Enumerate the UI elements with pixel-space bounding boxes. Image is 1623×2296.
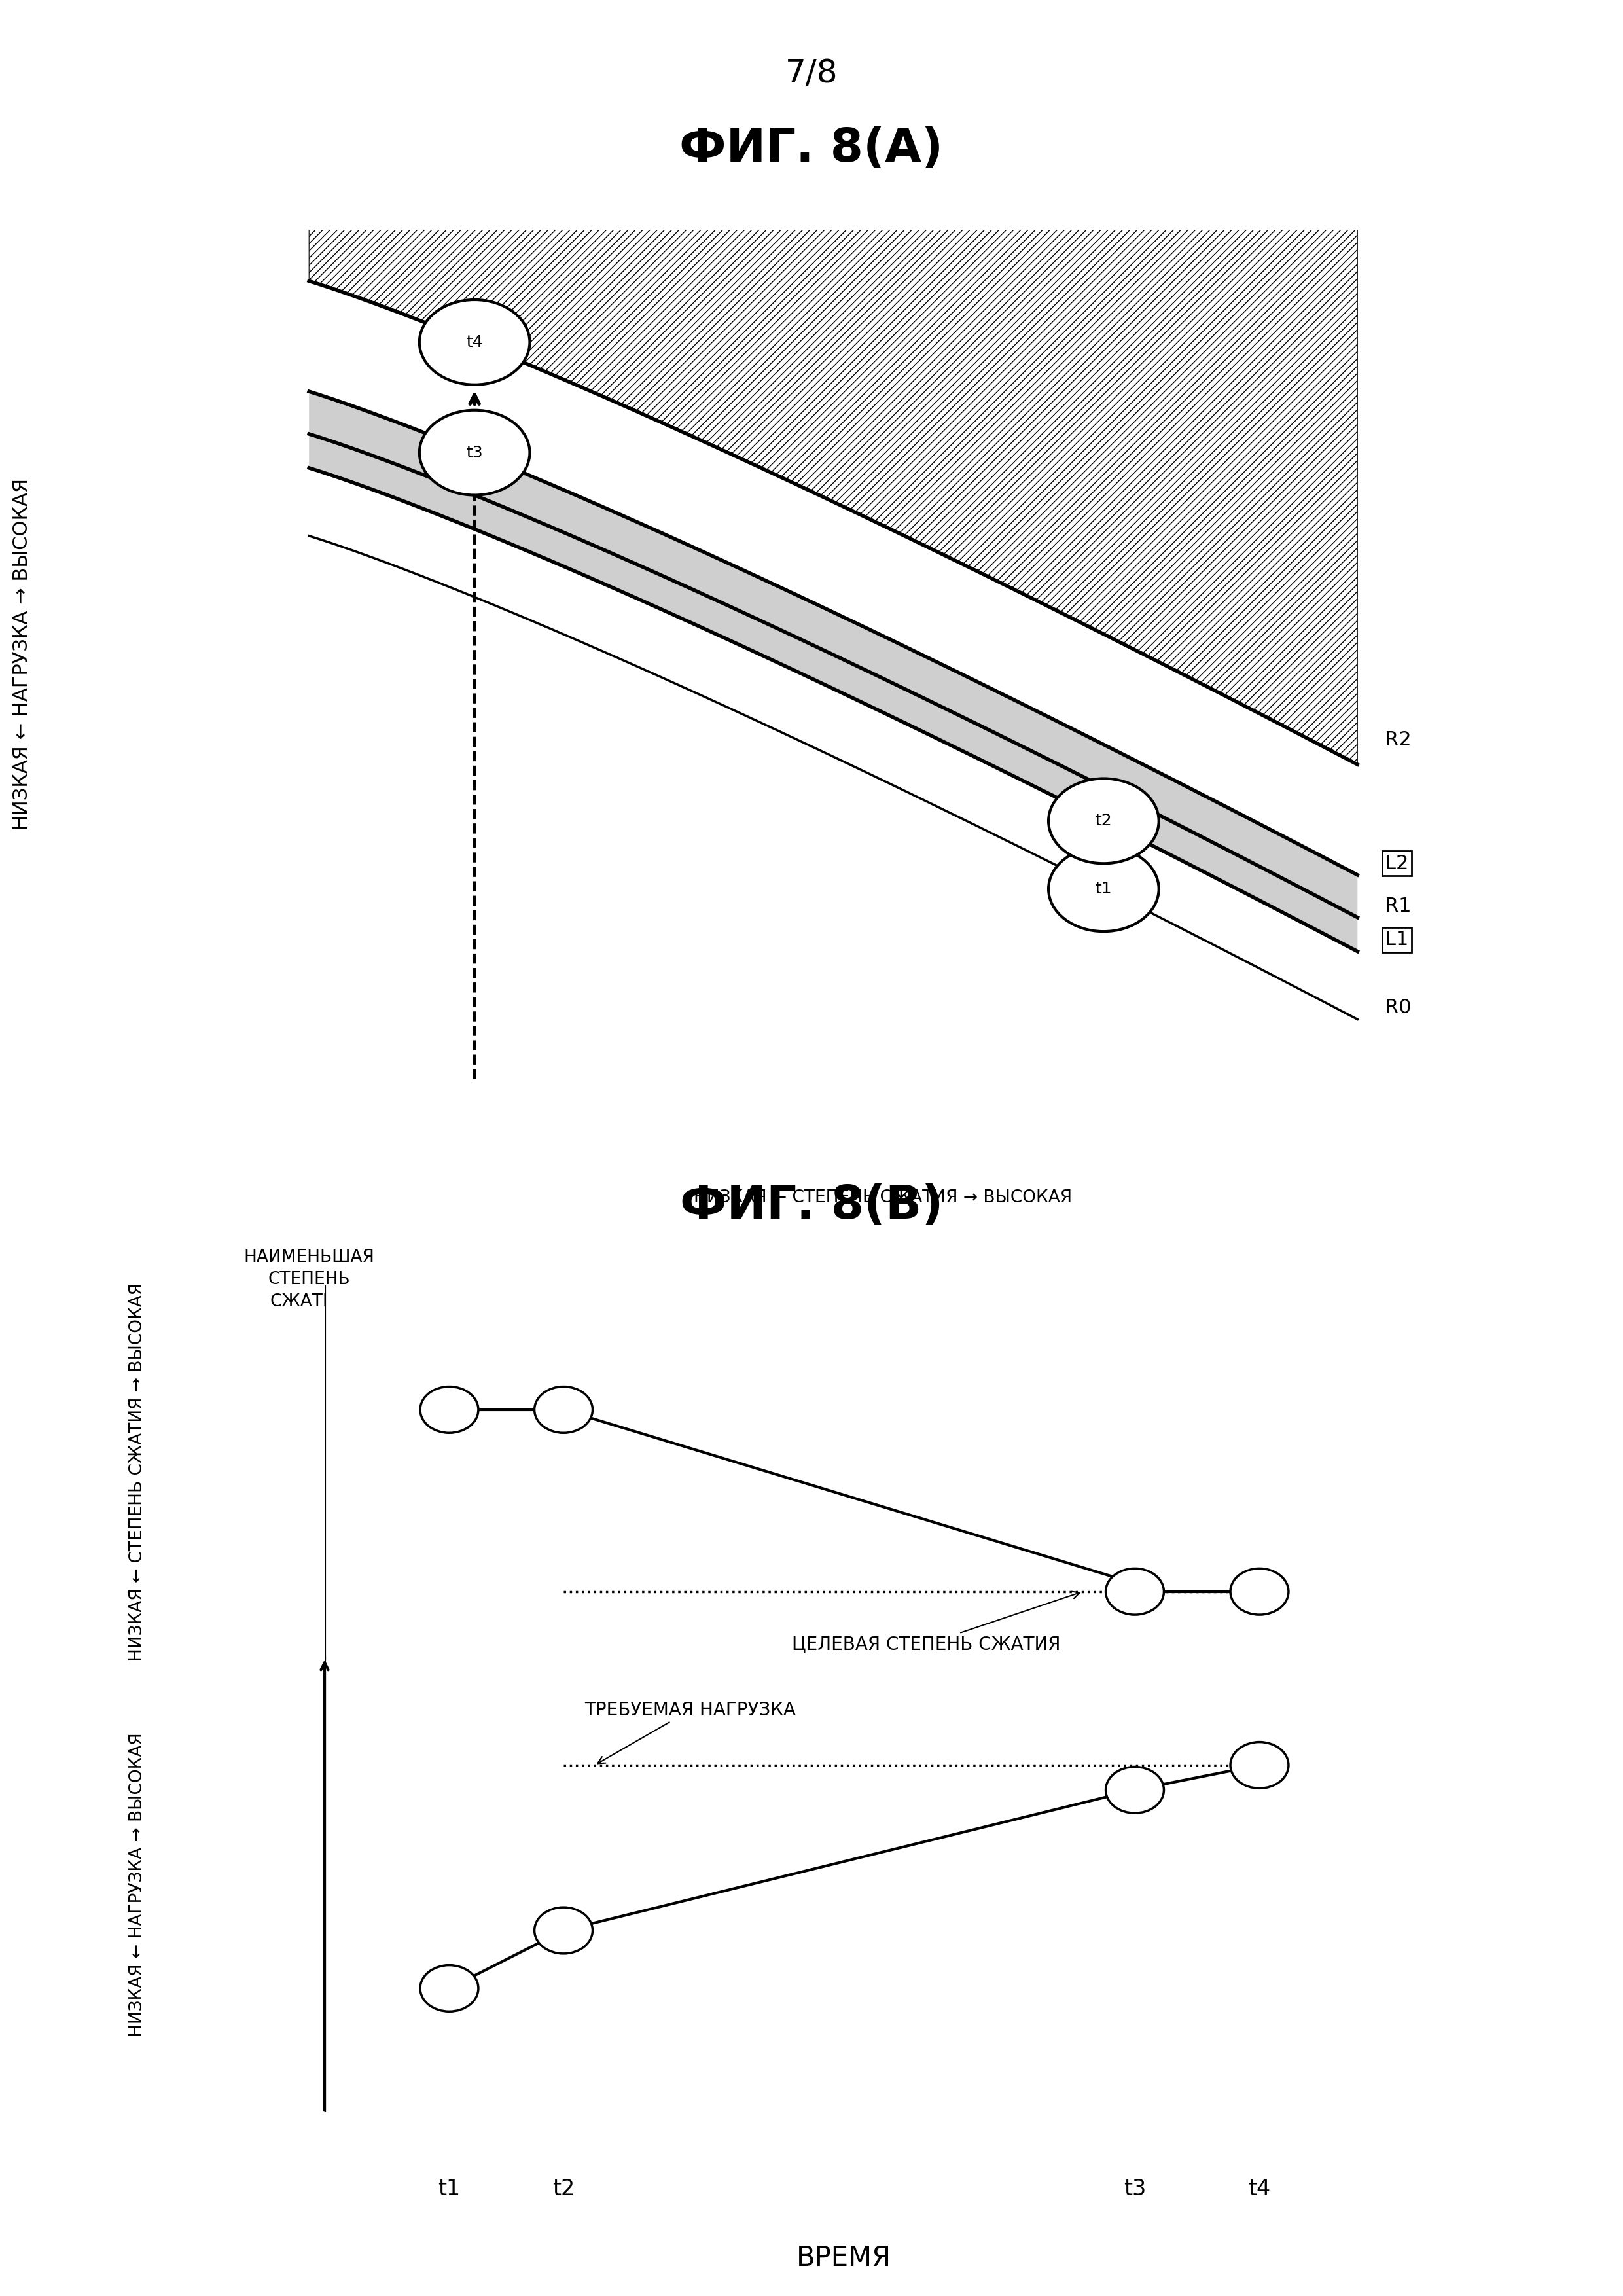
Text: t3: t3	[466, 445, 484, 461]
Text: 7/8: 7/8	[786, 57, 837, 90]
Circle shape	[1048, 847, 1159, 932]
Circle shape	[534, 1908, 592, 1954]
Text: t1: t1	[1096, 882, 1112, 898]
Circle shape	[420, 1965, 479, 2011]
Text: НИЗКАЯ ← НАГРУЗКА → ВЫСОКАЯ: НИЗКАЯ ← НАГРУЗКА → ВЫСОКАЯ	[13, 478, 31, 831]
Text: ТРЕБУЕМАЯ НАГРУЗКА: ТРЕБУЕМАЯ НАГРУЗКА	[584, 1701, 795, 1763]
Text: R2: R2	[1384, 730, 1412, 751]
Text: ФИГ. 8(В): ФИГ. 8(В)	[680, 1182, 943, 1228]
Circle shape	[1105, 1768, 1164, 1814]
Text: ВРЕМЯ: ВРЕМЯ	[797, 2245, 891, 2273]
Circle shape	[419, 301, 529, 386]
Circle shape	[1230, 1743, 1289, 1789]
Text: R1: R1	[1384, 895, 1412, 916]
Text: ФИГ. 8(А): ФИГ. 8(А)	[680, 126, 943, 172]
Text: L2: L2	[1384, 854, 1409, 872]
Text: НИЗКАЯ ← СТЕПЕНЬ СЖАТИЯ → ВЫСОКАЯ: НИЗКАЯ ← СТЕПЕНЬ СЖАТИЯ → ВЫСОКАЯ	[130, 1283, 146, 1660]
Text: НИЗКАЯ ← НАГРУЗКА → ВЫСОКАЯ: НИЗКАЯ ← НАГРУЗКА → ВЫСОКАЯ	[130, 1733, 146, 2037]
Text: t1: t1	[438, 2179, 461, 2200]
Text: R0: R0	[1384, 999, 1412, 1017]
Circle shape	[1105, 1568, 1164, 1614]
Text: L1: L1	[1384, 930, 1409, 948]
Circle shape	[534, 1387, 592, 1433]
Text: t4: t4	[466, 335, 484, 349]
Text: t2: t2	[1096, 813, 1112, 829]
Circle shape	[1230, 1568, 1289, 1614]
Circle shape	[420, 1387, 479, 1433]
Text: НИЗКАЯ ← СТЕПЕНЬ СЖАТИЯ → ВЫСОКАЯ: НИЗКАЯ ← СТЕПЕНЬ СЖАТИЯ → ВЫСОКАЯ	[693, 1189, 1073, 1208]
Text: t4: t4	[1248, 2179, 1271, 2200]
Circle shape	[1048, 778, 1159, 863]
Text: ЦЕЛЕВАЯ СТЕПЕНЬ СЖАТИЯ: ЦЕЛЕВАЯ СТЕПЕНЬ СЖАТИЯ	[792, 1591, 1079, 1653]
Text: НАИМЕНЬШАЯ
СТЕПЕНЬ
СЖАТИЯ: НАИМЕНЬШАЯ СТЕПЕНЬ СЖАТИЯ	[243, 1249, 375, 1311]
Text: t2: t2	[552, 2179, 575, 2200]
Circle shape	[419, 411, 529, 496]
Text: t3: t3	[1123, 2179, 1146, 2200]
